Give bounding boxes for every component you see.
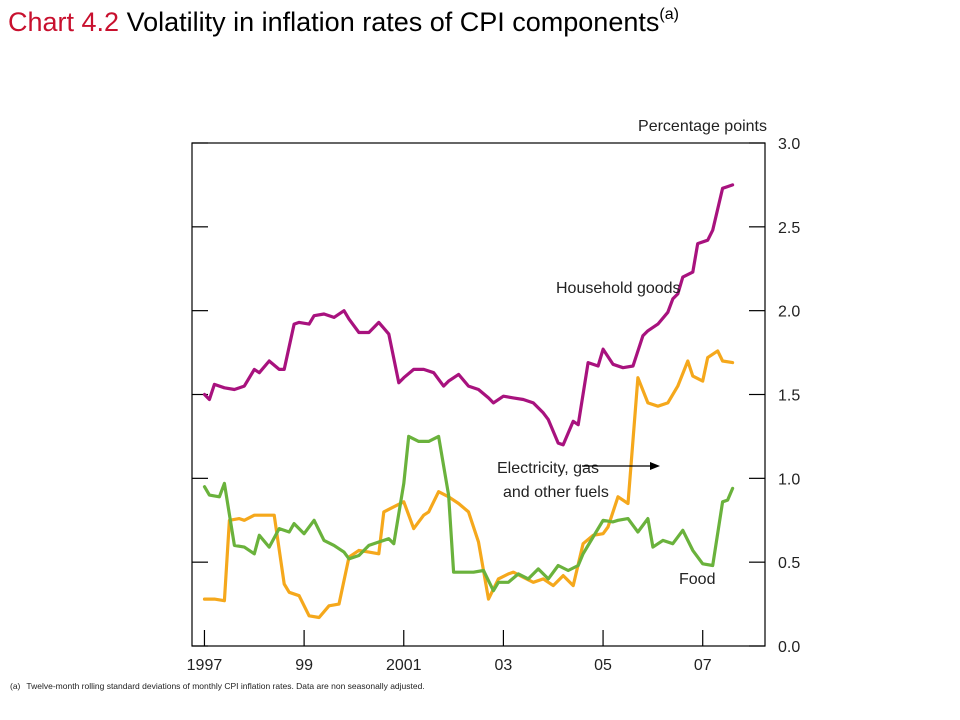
x-tick-label: 03 <box>495 657 513 674</box>
annotation-electricity-line-1: Electricity, gas <box>497 460 599 477</box>
y-tick-label: 1.5 <box>778 388 800 405</box>
x-tick-label: 1997 <box>187 657 223 674</box>
series-line-food <box>202 434 735 593</box>
y-axis-label: Percentage points <box>638 118 767 135</box>
series-line-electricity-gas-and-other-fuels <box>202 349 735 620</box>
footnote-marker: (a) <box>10 681 21 691</box>
y-tick-label: 2.5 <box>778 220 800 237</box>
series-lines <box>202 183 735 620</box>
y-tick-label: 1.0 <box>778 471 800 488</box>
series-line-household-goods <box>202 183 735 447</box>
footnote-text: Twelve-month rolling standard deviations… <box>26 681 425 691</box>
y-tick-label: 0.0 <box>778 639 800 656</box>
chart-title: Chart 4.2 Volatility in inflation rates … <box>8 6 679 38</box>
title-footnote-marker: (a) <box>659 6 679 23</box>
axis-ticks: 0.0 0.5 1.0 1.5 2.0 2.5 3.0 1997 99 2001 03 05 07 <box>187 136 801 674</box>
y-tick-label: 2.0 <box>778 304 800 321</box>
annotation-food: Food <box>679 571 715 588</box>
footnote: (a) Twelve-month rolling standard deviati… <box>10 681 425 691</box>
chart-number: Chart 4.2 <box>8 7 120 37</box>
x-tick-label: 2001 <box>386 657 422 674</box>
x-tick-label: 07 <box>694 657 712 674</box>
annotation-arrow <box>582 462 660 470</box>
chart-title-text: Volatility in inflation rates of CPI com… <box>126 7 660 37</box>
annotation-household-goods: Household goods <box>556 280 681 297</box>
x-tick-label: 05 <box>594 657 612 674</box>
y-tick-label: 0.5 <box>778 555 800 572</box>
y-tick-label: 3.0 <box>778 136 800 153</box>
x-tick-label: 99 <box>295 657 313 674</box>
annotation-electricity-line-2: and other fuels <box>503 484 609 501</box>
